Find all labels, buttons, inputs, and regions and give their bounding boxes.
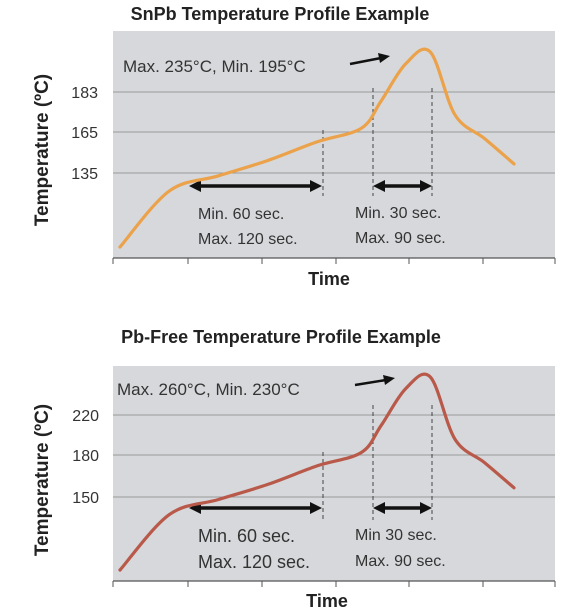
chart-pb-free: Pb-Free Temperature Profile Example 220 … xyxy=(32,327,556,611)
chart-1-callout-arrowhead xyxy=(378,53,390,63)
chart-1-interval-arrowhead xyxy=(373,180,385,192)
chart-1-interval-2-max: Max. 90 sec. xyxy=(355,230,446,247)
chart-1-plot-area xyxy=(113,31,555,258)
chart-1-interval-arrowhead xyxy=(189,180,201,192)
chart-2-y-tick-label: 180 xyxy=(72,448,99,465)
chart-1-y-tick-labels: 183 165 135 xyxy=(71,85,98,183)
chart-1-y-tick-label: 183 xyxy=(71,85,98,102)
chart-2-interval-arrowhead xyxy=(373,502,385,514)
chart-1-interval-1-max: Max. 120 sec. xyxy=(198,231,298,248)
chart-2-interval-2-min: Min 30 sec. xyxy=(355,527,437,544)
chart-2-interval-1-min: Min. 60 sec. xyxy=(198,526,295,546)
chart-2-y-axis-label: Temperature (ºC) xyxy=(32,404,53,556)
chart-2-callout-arrow xyxy=(354,378,387,387)
chart-snpb: SnPb Temperature Profile Example 183 165… xyxy=(32,4,556,289)
chart-2-temperature-curve xyxy=(118,372,516,572)
chart-1-interval-2-min: Min. 30 sec. xyxy=(355,205,441,222)
chart-1-temperature-curve xyxy=(118,47,516,249)
chart-2-x-axis-label: Time xyxy=(306,591,348,611)
chart-1-interval-1-min: Min. 60 sec. xyxy=(198,206,284,223)
chart-1-callout-arrow xyxy=(349,56,382,66)
chart-1-y-tick-label: 135 xyxy=(71,166,98,183)
chart-2-plot-area xyxy=(113,366,555,581)
chart-1-title: SnPb Temperature Profile Example xyxy=(131,4,430,24)
chart-2-interval-2-max: Max. 90 sec. xyxy=(355,553,446,570)
chart-1-axes xyxy=(112,257,556,264)
chart-2-y-tick-labels: 220 180 150 xyxy=(72,408,99,507)
chart-1-y-axis-label: Temperature (ºC) xyxy=(32,74,53,226)
chart-2-peak-callout: Max. 260°C, Min. 230°C xyxy=(117,380,300,399)
chart-2-axes xyxy=(112,580,556,587)
chart-1-interval-arrowhead xyxy=(420,180,432,192)
chart-2-title: Pb-Free Temperature Profile Example xyxy=(121,327,441,347)
chart-1-interval-markers xyxy=(189,88,433,196)
chart-2-y-tick-label: 220 xyxy=(72,408,99,425)
chart-1-interval-arrowhead xyxy=(310,180,322,192)
chart-1-y-tick-label: 165 xyxy=(71,125,98,142)
chart-2-interval-arrowhead xyxy=(420,502,432,514)
chart-1-peak-callout: Max. 235°C, Min. 195°C xyxy=(123,57,306,76)
chart-2-gridlines xyxy=(113,414,555,498)
chart-1-x-axis-label: Time xyxy=(308,269,350,289)
chart-2-interval-arrowhead xyxy=(310,502,322,514)
chart-2-y-tick-label: 150 xyxy=(72,490,99,507)
chart-2-interval-1-max: Max. 120 sec. xyxy=(198,552,310,572)
chart-1-gridlines xyxy=(113,91,555,174)
chart-2-callout-arrowhead xyxy=(383,375,395,385)
